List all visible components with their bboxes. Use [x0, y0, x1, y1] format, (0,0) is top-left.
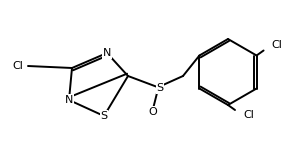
Text: O: O — [149, 107, 157, 117]
Text: Cl: Cl — [12, 61, 23, 71]
Text: Cl: Cl — [271, 40, 283, 51]
Text: S: S — [156, 83, 164, 93]
Text: S: S — [100, 111, 108, 121]
Text: Cl: Cl — [243, 110, 254, 120]
Text: N: N — [103, 48, 111, 58]
Text: N: N — [65, 95, 73, 105]
